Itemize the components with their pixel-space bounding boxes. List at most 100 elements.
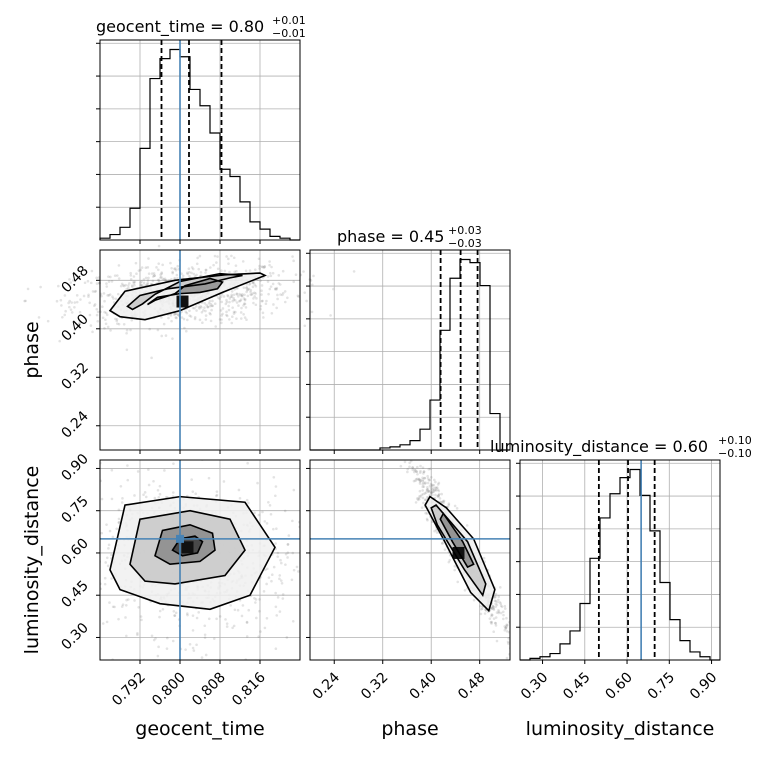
scatter-point	[434, 486, 437, 490]
scatter-point	[147, 272, 151, 275]
scatter-point	[279, 579, 283, 582]
scatter-point	[278, 574, 282, 577]
scatter-point	[412, 479, 416, 483]
scatter-point	[26, 287, 30, 291]
scatter-point	[517, 641, 520, 644]
scatter-point	[272, 565, 276, 569]
scatter-point	[93, 290, 97, 293]
scatter-point	[266, 567, 269, 571]
scatter-point	[442, 499, 446, 503]
scatter-point	[170, 319, 173, 323]
scatter-point	[146, 281, 149, 285]
scatter-point	[495, 611, 499, 614]
scatter-point	[85, 608, 88, 611]
scatter-point	[233, 299, 237, 302]
scatter-point	[243, 302, 246, 306]
scatter-point	[208, 304, 212, 308]
scatter-point	[69, 308, 73, 311]
scatter-point	[160, 334, 164, 338]
scatter-point	[254, 284, 258, 288]
scatter-point	[103, 310, 106, 314]
scatter-point	[261, 510, 264, 514]
scatter-point	[446, 505, 450, 509]
scatter-point	[280, 561, 283, 565]
x-tick-label-phase-1: 0.32	[358, 670, 391, 703]
scatter-point	[239, 311, 243, 314]
scatter-point	[234, 310, 237, 314]
scatter-point	[245, 286, 248, 290]
scatter-point	[198, 307, 201, 310]
scatter-point	[130, 318, 134, 322]
scatter-point	[274, 287, 277, 290]
scatter-point	[283, 290, 287, 293]
title-geocent-time: geocent_time = 0.80	[96, 17, 264, 37]
scatter-point	[434, 489, 438, 492]
scatter-point	[195, 643, 198, 647]
scatter-point	[232, 256, 236, 260]
scatter-point	[419, 479, 422, 482]
scatter-point	[275, 306, 278, 310]
scatter-point	[427, 490, 431, 493]
scatter-point	[188, 314, 192, 317]
scatter-point	[119, 484, 123, 488]
scatter-point	[283, 509, 287, 513]
scatter-point	[494, 592, 498, 596]
scatter-point	[250, 293, 253, 296]
scatter-point	[203, 624, 207, 628]
scatter-point	[413, 468, 417, 472]
scatter-point	[216, 267, 220, 271]
scatter-point	[264, 568, 267, 572]
scatter-point	[197, 267, 201, 271]
scatter-point	[423, 498, 427, 502]
scatter-point	[90, 513, 93, 516]
scatter-point	[150, 272, 154, 275]
scatter-point	[136, 470, 140, 473]
scatter-point	[305, 299, 308, 303]
scatter-point	[424, 481, 427, 485]
scatter-point	[146, 279, 150, 282]
scatter-point	[188, 270, 191, 274]
scatter-point	[133, 599, 136, 602]
scatter-point	[414, 501, 418, 504]
scatter-point	[90, 509, 93, 512]
scatter-point	[434, 488, 437, 492]
scatter-point	[511, 646, 514, 649]
scatter-point	[204, 271, 207, 274]
scatter-point	[105, 453, 108, 456]
scatter-point	[133, 284, 136, 287]
scatter-point	[521, 660, 524, 663]
title-luminosity-distance-minus: −0.10	[718, 447, 752, 460]
scatter-point	[122, 284, 126, 288]
scatter-point	[523, 661, 526, 664]
scatter-point	[225, 622, 229, 625]
scatter-point	[422, 501, 425, 505]
scatter-point	[106, 294, 110, 297]
scatter-point	[492, 608, 496, 611]
scatter-point	[241, 604, 245, 607]
scatter-point	[252, 301, 255, 305]
scatter-point	[84, 534, 87, 537]
scatter-point	[497, 610, 501, 614]
x-tick-label-luminosity_distance-2: 0.60	[603, 670, 636, 703]
scatter-point	[120, 501, 124, 504]
scatter-point	[404, 446, 407, 449]
scatter-point	[86, 279, 90, 283]
scatter-point	[246, 294, 250, 298]
scatter-point	[188, 642, 192, 646]
scatter-point	[147, 483, 151, 487]
scatter-point	[190, 266, 194, 269]
x-tick-label-phase-3: 0.48	[455, 670, 488, 703]
scatter-point	[156, 268, 160, 272]
scatter-point	[419, 495, 422, 498]
scatter-point	[193, 315, 197, 319]
scatter-point	[431, 493, 434, 497]
scatter-point	[417, 477, 421, 481]
scatter-point	[494, 616, 498, 619]
scatter-point	[422, 472, 425, 475]
scatter-point	[191, 629, 195, 632]
scatter-point	[185, 271, 189, 275]
scatter-point	[494, 602, 497, 606]
scatter-point	[158, 484, 162, 488]
scatter-point	[121, 603, 125, 606]
scatter-point	[162, 278, 166, 281]
